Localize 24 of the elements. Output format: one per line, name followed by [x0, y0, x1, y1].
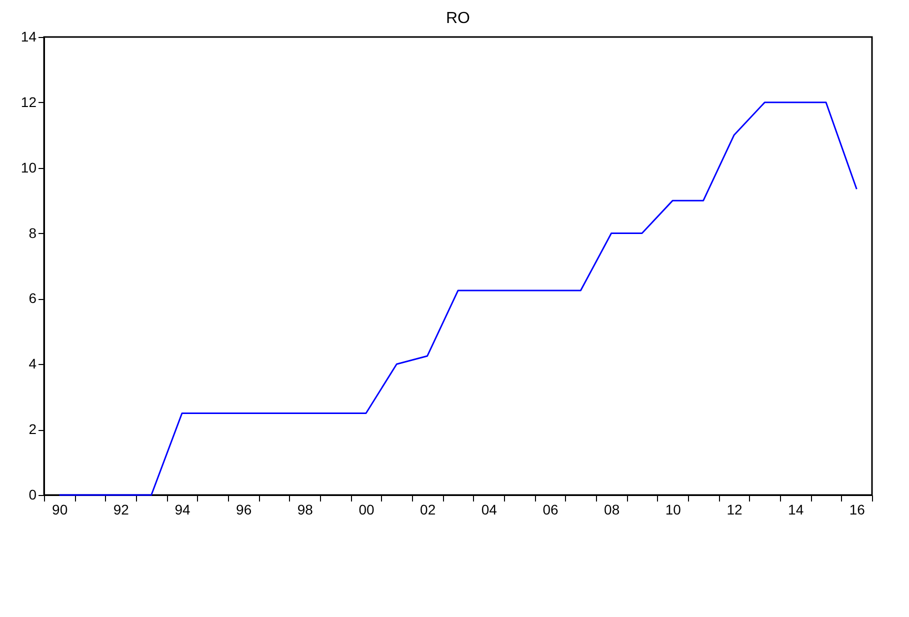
- x-tick-label: 08: [604, 502, 620, 518]
- line-series: [58, 102, 858, 496]
- y-tick-label: 0: [28, 486, 37, 502]
- chart-title: RO: [446, 10, 470, 27]
- y-tick-label: 10: [20, 159, 37, 176]
- x-tick-label: 12: [726, 502, 742, 518]
- y-tick-label: 8: [28, 224, 37, 241]
- y-tick-label: 2: [28, 421, 37, 438]
- y-tick-label: 6: [28, 290, 37, 306]
- x-tick-label: 98: [297, 502, 314, 518]
- x-tick-label: 14: [788, 502, 804, 518]
- x-tick-label: 16: [849, 502, 866, 518]
- x-tick-label: 90: [52, 502, 68, 518]
- y-tick-label: 12: [20, 94, 37, 110]
- x-tick-label: 00: [358, 502, 374, 518]
- x-tick-label: 96: [236, 502, 252, 518]
- x-tick-label: 10: [665, 502, 682, 518]
- y-tick-label: 14: [20, 28, 37, 44]
- x-tick-label: 94: [174, 502, 190, 518]
- x-tick-label: 04: [481, 502, 498, 518]
- x-tick-label: 06: [542, 502, 558, 518]
- x-tick-label: 92: [113, 502, 130, 518]
- y-tick-label: 4: [28, 356, 37, 372]
- x-tick-label: 02: [420, 502, 436, 518]
